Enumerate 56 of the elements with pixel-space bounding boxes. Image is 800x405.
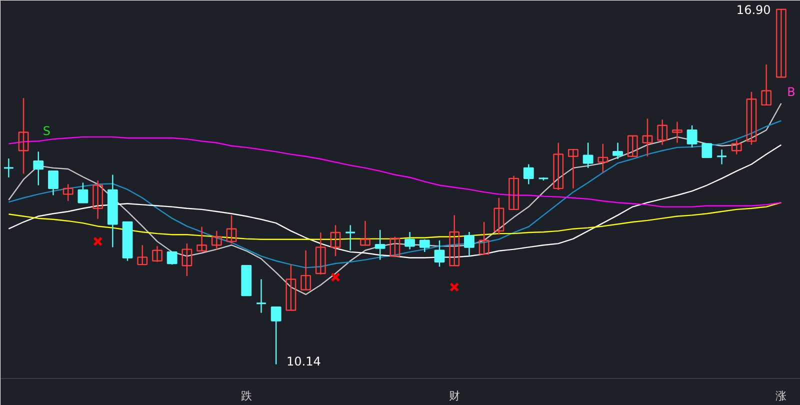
candlestick	[182, 242, 192, 277]
candlestick	[449, 214, 460, 266]
candlestick	[360, 220, 370, 246]
candlestick	[404, 231, 415, 250]
candlestick	[92, 180, 104, 220]
candlestick	[478, 221, 490, 255]
candlestick	[226, 214, 237, 244]
candlestick	[746, 91, 757, 146]
candlestick	[568, 148, 578, 190]
candlestick	[256, 278, 267, 314]
candlestick	[464, 231, 474, 257]
candlestick	[627, 135, 638, 157]
candlestick	[390, 236, 400, 257]
candlestick	[776, 8, 786, 78]
x-tick-label: 财	[448, 390, 460, 402]
x-tick-label: 跌	[240, 390, 252, 402]
candlestick	[18, 98, 29, 174]
candlestick	[642, 118, 653, 157]
candlestick	[598, 143, 608, 174]
candlestick	[419, 238, 430, 253]
candlestick	[315, 232, 326, 276]
x-tick-label: 涨	[776, 390, 787, 402]
annotation: 16.90	[736, 2, 771, 17]
candlestick	[657, 119, 668, 146]
annotation: S	[42, 124, 50, 138]
candlestick	[300, 250, 311, 290]
candlestick	[582, 142, 594, 169]
candlestick	[612, 142, 623, 160]
candlestick	[286, 264, 296, 311]
candlestick	[345, 224, 356, 251]
candlestick	[33, 151, 44, 186]
candlestick	[374, 229, 386, 260]
candlestick	[3, 158, 14, 178]
candlestick	[270, 306, 282, 365]
candlestick	[211, 230, 222, 250]
candlestick	[78, 182, 88, 204]
candlestick	[494, 197, 504, 236]
candlestick	[523, 164, 534, 185]
candlestick	[508, 175, 519, 210]
candlestick	[434, 240, 445, 268]
candlestick	[553, 142, 564, 191]
annotation: 10.14	[286, 354, 321, 368]
annotation: B	[787, 84, 796, 99]
candlestick	[196, 226, 208, 252]
candlestick	[731, 140, 742, 155]
candlestick	[330, 224, 341, 257]
candlestick	[137, 244, 148, 266]
candlestick	[716, 148, 728, 165]
candlestick	[48, 170, 58, 196]
candlestick	[672, 121, 682, 144]
candlestick	[152, 246, 162, 263]
candlestick	[166, 251, 178, 266]
candlestick	[62, 184, 74, 202]
candlestick	[702, 143, 712, 158]
candlestick	[686, 124, 698, 148]
candlestick	[761, 64, 772, 106]
